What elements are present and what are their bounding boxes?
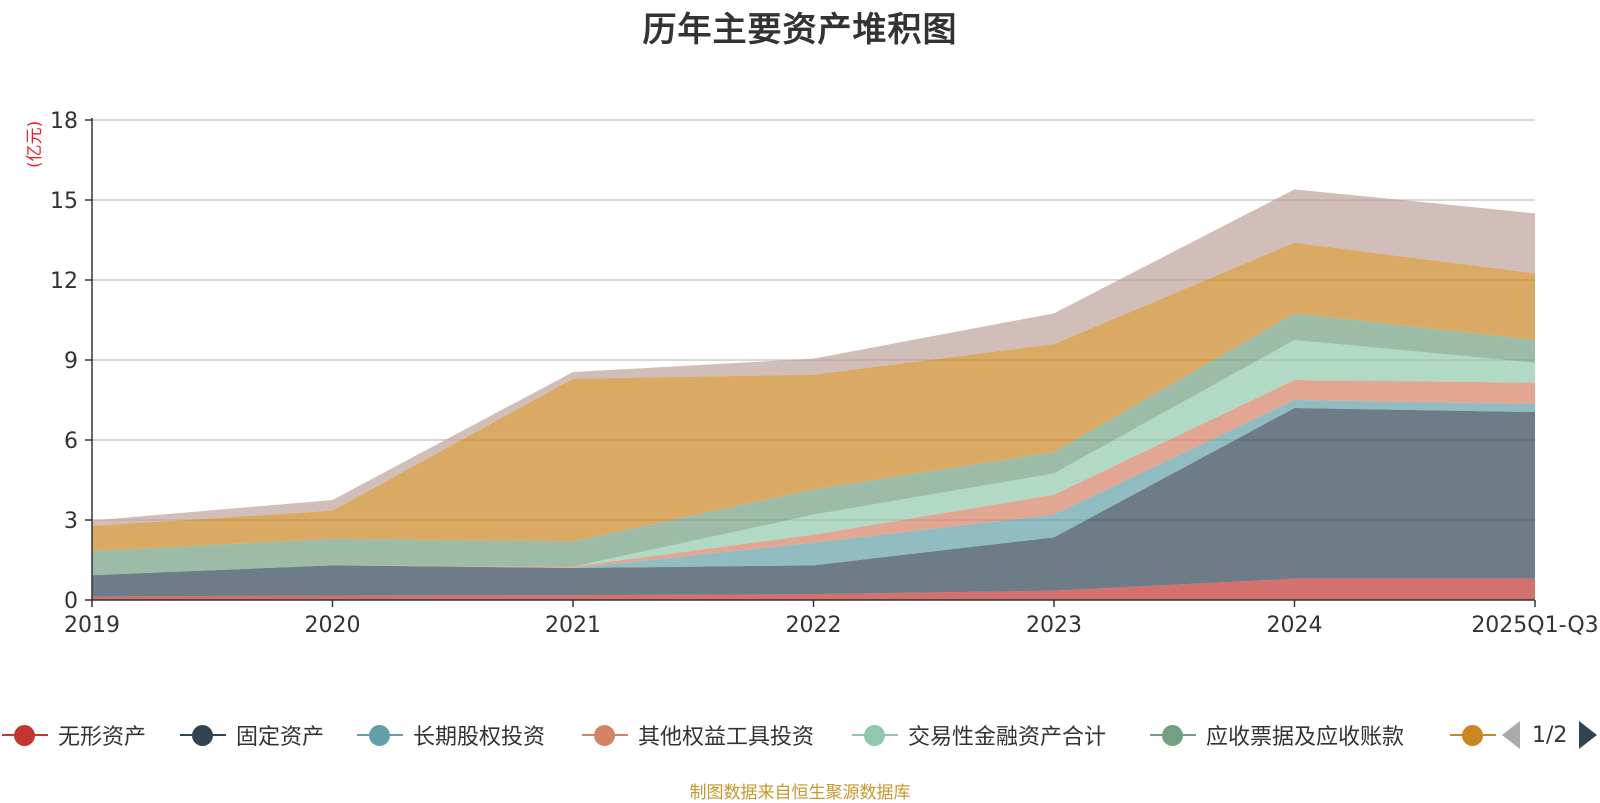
legend-label: 长期股权投资 xyxy=(413,725,546,750)
legend-swatch-icon xyxy=(355,720,405,750)
x-tick-label: 2022 xyxy=(786,613,842,638)
x-tick-label: 2024 xyxy=(1267,613,1323,638)
legend-swatch-icon xyxy=(850,720,900,750)
area-series-1 xyxy=(92,578,1535,600)
legend-item[interactable]: 交易性金融资产合计 xyxy=(850,718,1106,752)
legend-label: 交易性金融资产合计 xyxy=(908,725,1107,750)
legend-label: 其他权益工具投资 xyxy=(638,725,815,750)
area-series-8 xyxy=(92,189,1535,526)
y-tick-label: 3 xyxy=(64,509,78,534)
area-series-2 xyxy=(92,408,1535,597)
legend-item[interactable]: 应收票据及应收账款 xyxy=(1148,718,1404,752)
x-tick-label: 2023 xyxy=(1026,613,1082,638)
x-tick-label: 2020 xyxy=(305,613,361,638)
legend-label: 应收票据及应收账款 xyxy=(1206,725,1405,750)
legend-next-arrow-icon[interactable] xyxy=(1579,721,1598,749)
y-tick-label: 15 xyxy=(50,189,78,214)
area-series xyxy=(92,189,1535,600)
legend-item[interactable] xyxy=(1448,718,1498,752)
x-tick-label: 2019 xyxy=(64,613,120,638)
legend-swatch-icon xyxy=(178,720,228,750)
stacked-area-chart: 0 3 6 9 12 15 18 2019 2020 2021 2022 2023 2024 2025Q1… xyxy=(50,109,1599,638)
area-series-6 xyxy=(92,313,1535,576)
y-tick-label: 9 xyxy=(64,349,78,374)
legend-item[interactable]: 无形资产 xyxy=(0,718,146,752)
legend-label: 固定资产 xyxy=(236,725,325,750)
legend-swatch-icon xyxy=(1148,720,1198,750)
legend-prev-arrow-icon[interactable] xyxy=(1502,721,1520,749)
legend-label: 无形资产 xyxy=(58,725,147,750)
area-series-5 xyxy=(92,340,1535,576)
area-series-7 xyxy=(92,242,1535,552)
legend-pager: 1/2 xyxy=(1502,718,1598,752)
legend-item[interactable]: 固定资产 xyxy=(178,718,324,752)
legend-page-indicator: 1/2 xyxy=(1532,722,1568,748)
y-tick-label: 0 xyxy=(64,589,78,614)
y-tick-label: 6 xyxy=(64,429,78,454)
legend-item[interactable]: 长期股权投资 xyxy=(355,718,545,752)
legend-swatch-icon xyxy=(1448,720,1498,750)
x-tick-label: 2025Q1-Q3 xyxy=(1471,613,1598,638)
y-tick-label: 18 xyxy=(50,109,78,134)
area-series-4 xyxy=(92,380,1535,576)
axes: 0 3 6 9 12 15 18 2019 2020 2021 2022 2023 2024 2025Q1… xyxy=(50,109,1599,638)
x-tick-label: 2021 xyxy=(545,613,601,638)
source-note: 制图数据来自恒生聚源数据库 xyxy=(689,783,911,803)
legend-item[interactable]: 其他权益工具投资 xyxy=(580,718,814,752)
chart-title: 历年主要资产堆积图 xyxy=(642,10,958,50)
legend-swatch-icon xyxy=(0,720,50,750)
legend: 无形资产 固定资产 长期股权投资 其他权益工具投资 交易性金融资产合计 应收票据及应收账款… xyxy=(0,718,1600,758)
legend-swatch-icon xyxy=(580,720,630,750)
y-tick-label: 12 xyxy=(50,269,78,294)
